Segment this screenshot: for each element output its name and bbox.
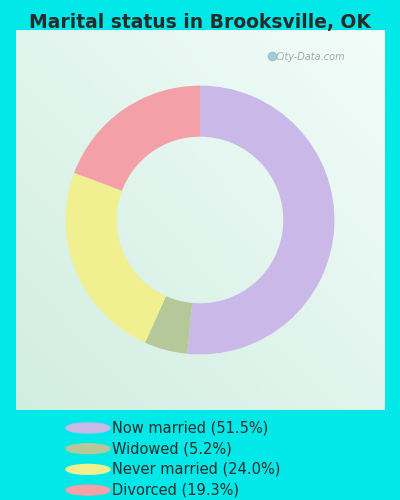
Text: Widowed (5.2%): Widowed (5.2%) <box>112 441 232 456</box>
Circle shape <box>66 423 110 433</box>
Circle shape <box>66 464 110 474</box>
Circle shape <box>66 444 110 454</box>
Circle shape <box>66 485 110 495</box>
Text: City-Data.com: City-Data.com <box>276 52 345 62</box>
Text: Marital status in Brooksville, OK: Marital status in Brooksville, OK <box>29 13 371 32</box>
Wedge shape <box>66 173 166 342</box>
Text: Divorced (19.3%): Divorced (19.3%) <box>112 482 239 498</box>
Wedge shape <box>145 296 192 354</box>
Text: Now married (51.5%): Now married (51.5%) <box>112 420 268 436</box>
Text: Never married (24.0%): Never married (24.0%) <box>112 462 280 477</box>
Wedge shape <box>74 86 200 191</box>
Wedge shape <box>187 86 334 354</box>
